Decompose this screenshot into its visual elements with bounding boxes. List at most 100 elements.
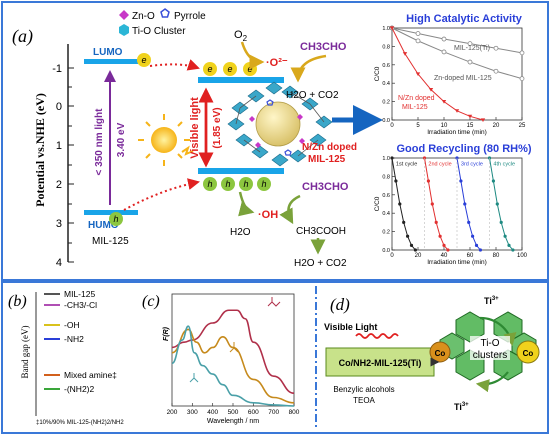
products-bottom-label: H2O + CO2 — [294, 258, 347, 269]
humo-label: HUMO — [88, 220, 119, 231]
data-point — [478, 248, 482, 252]
data-point — [415, 31, 421, 36]
plot-area — [391, 27, 523, 121]
y-tick-label: 0.8 — [382, 44, 390, 50]
o2-reduction-arrow — [240, 41, 265, 70]
x-axis-label: Wavelength / nm — [207, 418, 259, 425]
y-tick-label: 0.0 — [382, 248, 390, 254]
y-axis-label: F(R) — [163, 326, 170, 341]
x-axis-label: Irradiation time (min) — [427, 259, 487, 266]
catalyst-label: Co/NH2-MIL-125(Ti) — [339, 358, 422, 368]
reagent-label: TEOA — [353, 396, 375, 405]
cycle-label: 2nd cycle — [428, 161, 451, 167]
doped-label-line1: N/Zn doped — [302, 142, 357, 153]
panel-a-label: (a) — [12, 26, 33, 47]
potential-axis-label: Potential vs.NHE (eV) — [33, 93, 47, 207]
legend-label: -OH — [64, 320, 80, 330]
series-line — [391, 27, 523, 54]
data-point — [428, 88, 434, 92]
data-point — [406, 234, 410, 238]
oxidation-arrow-top — [290, 54, 327, 83]
panel-a-frame — [1, 1, 549, 281]
x-tick-label: 800 — [289, 409, 300, 416]
potential-ticks — [68, 67, 74, 263]
lumo-label: LUMO — [93, 47, 123, 58]
cobalt-label-right: Co — [523, 349, 534, 358]
ti-o-icon — [119, 24, 129, 36]
molecule-sketch — [229, 342, 239, 353]
x-tick-label: 0 — [390, 253, 394, 259]
svg-text:h: h — [225, 179, 230, 189]
visible-light-label: Visible light — [189, 97, 201, 159]
data-point — [402, 52, 408, 56]
light-bolt-icon — [181, 145, 194, 156]
x-tick-label: 5 — [416, 123, 420, 129]
svg-text:e: e — [227, 64, 232, 74]
x-tick-label: 600 — [248, 409, 259, 416]
acetic-acid-label: CH3COOH — [296, 226, 346, 237]
acetaldehyde-bottom-label: CH3CHO — [302, 181, 349, 193]
absorbance-chart: 200 300 400 500 600 700 800 Wavelength / nm F(R) — [163, 293, 300, 425]
y-tick-label: 0.4 — [382, 81, 390, 87]
hydroxyl-radical-label: ·OH — [258, 209, 278, 221]
mil125-humo-band — [84, 210, 138, 215]
svg-text:h: h — [261, 179, 266, 189]
panel-c-label: (c) — [142, 293, 160, 310]
mof-structure-icon — [227, 81, 333, 167]
molecule-sketch — [189, 373, 199, 383]
y-tick-label: 0.2 — [382, 100, 390, 106]
cluster-label-line1: Ti-O — [480, 338, 499, 349]
reagent-label: Benzylic alcohols — [333, 385, 394, 394]
panel-d-label: (d) — [330, 295, 350, 314]
data-point — [442, 243, 446, 247]
legend-zn-o: Zn-O — [132, 11, 155, 22]
series-label: Zn-doped MIL-125 — [434, 75, 492, 82]
pyrrole-icon — [160, 8, 170, 18]
electron-icon — [137, 53, 151, 67]
data-point — [519, 50, 525, 56]
legend-label: -NH2 — [64, 334, 84, 344]
ti3-top-label: Ti3+ — [484, 296, 499, 306]
svg-text:e: e — [207, 64, 212, 74]
recycling-chart-title: Good Recycling (80 RH%) — [396, 143, 531, 155]
legend-label: Mixed amine‡ — [64, 370, 117, 380]
data-point — [511, 248, 515, 252]
legend-label: MIL-125 — [64, 289, 95, 299]
x-tick-label: 300 — [187, 409, 198, 416]
doped-cb-band — [198, 77, 284, 83]
x-tick-label: 200 — [167, 409, 178, 416]
data-point — [467, 41, 473, 47]
data-point — [499, 220, 503, 224]
y-axis-label: C/C0 — [374, 66, 381, 81]
y-tick-label: 0.0 — [382, 118, 390, 124]
series-label: MIL-125(Ti) — [454, 45, 490, 52]
data-point — [390, 156, 394, 160]
mil125-label: MIL-125 — [92, 236, 129, 247]
data-point — [493, 68, 499, 74]
data-point — [471, 234, 475, 238]
data-point — [389, 26, 395, 30]
legend-ti-o: Ti-O Cluster — [132, 26, 186, 37]
x-tick-label: 10 — [441, 123, 448, 129]
series-label: N/Zn doped — [398, 95, 435, 102]
activity-chart-title: High Catalytic Activity — [406, 13, 523, 25]
panel-bcd-frame — [1, 281, 549, 434]
data-point — [519, 76, 525, 81]
data-point — [480, 118, 486, 122]
data-point — [415, 38, 421, 44]
data-point — [446, 248, 450, 252]
data-point — [441, 36, 447, 42]
data-point — [415, 72, 421, 76]
tick-label: 4 — [56, 257, 62, 269]
data-point — [426, 179, 430, 183]
y-tick-label: 1.0 — [382, 156, 390, 162]
legend-label: -CH3/-Cl — [64, 300, 97, 310]
x-axis-label: Irradiation time (min) — [427, 129, 487, 136]
x-tick-label: 20 — [493, 123, 500, 129]
cycle-label: 1st cycle — [396, 161, 417, 167]
data-point — [507, 243, 511, 247]
tick-label: 2 — [56, 179, 62, 191]
bandgap-footnote: ‡10%/90% MIL-125-(NH2)2/NH2 — [36, 420, 124, 426]
data-point — [495, 202, 499, 206]
